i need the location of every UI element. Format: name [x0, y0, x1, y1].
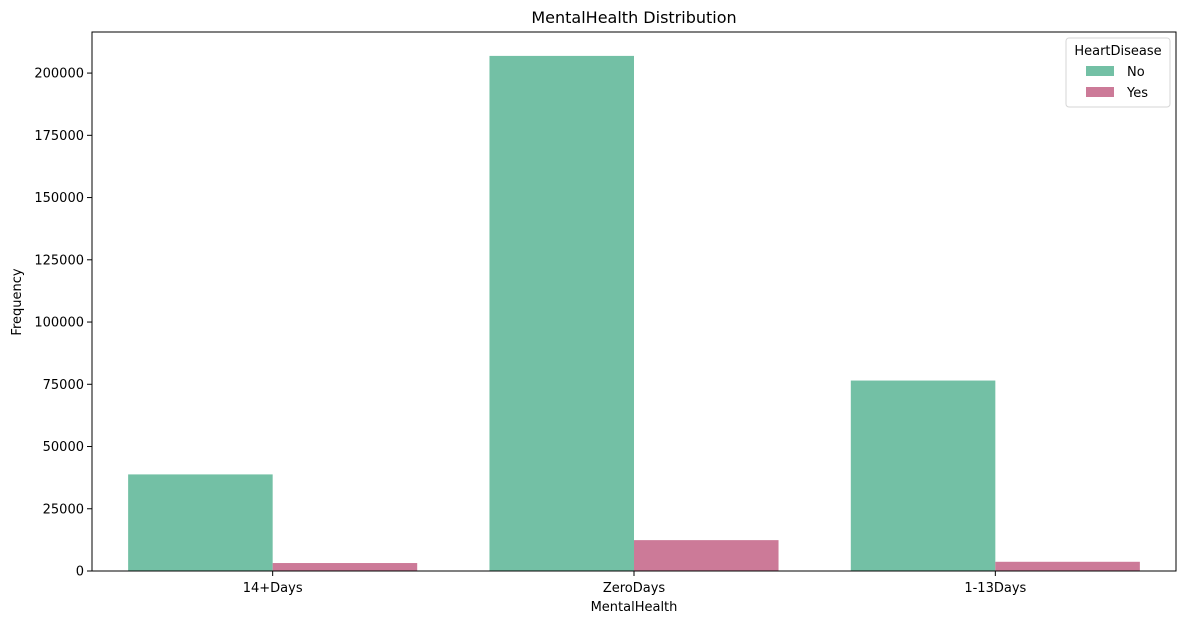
plot-frame	[91, 31, 1177, 572]
y-axis: 0 25000 50000 75000 100000 125000 150000 175000…	[34, 67, 92, 580]
y-tick-label: 200000	[34, 67, 84, 82]
bar-no-1-13days	[850, 380, 996, 571]
legend: HeartDisease No Yes	[1065, 37, 1171, 108]
x-tick-label: 14+Days	[243, 581, 303, 596]
legend-title: HeartDisease	[1074, 44, 1161, 59]
legend-label-yes: Yes	[1126, 86, 1148, 101]
bar-yes-zerodays	[634, 540, 779, 571]
bar-yes-1-13days	[995, 561, 1140, 571]
x-axis-label: MentalHealth	[591, 600, 678, 615]
bar-no-zerodays	[489, 55, 634, 572]
bar-yes-14-days	[272, 563, 418, 571]
x-tick-label: ZeroDays	[603, 581, 666, 596]
y-tick-label: 0	[76, 565, 84, 580]
bar-no-14-days	[128, 474, 273, 571]
y-tick-label: 175000	[34, 129, 84, 144]
y-tick-label: 25000	[43, 502, 84, 517]
chart-title: MentalHealth Distribution	[531, 8, 736, 27]
x-tick-label: 1-13Days	[964, 581, 1026, 596]
y-tick-label: 125000	[34, 253, 84, 268]
legend-swatch-yes	[1086, 87, 1114, 97]
legend-label-no: No	[1127, 65, 1145, 80]
y-tick-label: 100000	[34, 316, 84, 331]
y-tick-label: 50000	[43, 440, 84, 455]
y-tick-label: 150000	[34, 191, 84, 206]
y-axis-label: Frequency	[10, 268, 25, 335]
legend-swatch-no	[1086, 66, 1114, 76]
bars-group	[128, 55, 1140, 572]
x-axis: 14+Days ZeroDays 1-13Days	[243, 571, 1027, 596]
y-tick-label: 75000	[43, 378, 84, 393]
